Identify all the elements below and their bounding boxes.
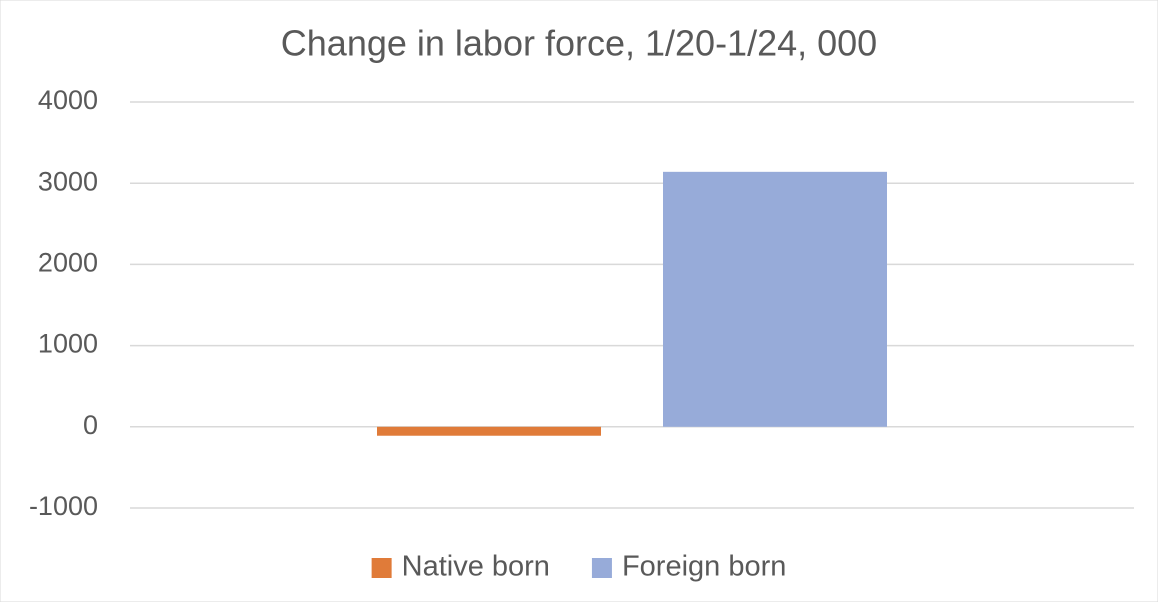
bar (663, 171, 887, 427)
legend-label: Native born (402, 551, 550, 583)
y-tick-label: -1000 (29, 491, 98, 521)
y-tick-label: 1000 (38, 329, 98, 359)
y-tick-label: 0 (83, 410, 98, 440)
chart-title: Change in labor force, 1/20-1/24, 000 (281, 23, 877, 64)
legend-label: Foreign born (622, 551, 786, 583)
legend-swatch (591, 558, 612, 578)
y-tick-label: 3000 (38, 166, 98, 196)
bar (377, 426, 601, 436)
y-tick-label: 2000 (38, 248, 98, 278)
legend-swatch (371, 558, 392, 578)
y-tick-label: 4000 (38, 85, 98, 115)
